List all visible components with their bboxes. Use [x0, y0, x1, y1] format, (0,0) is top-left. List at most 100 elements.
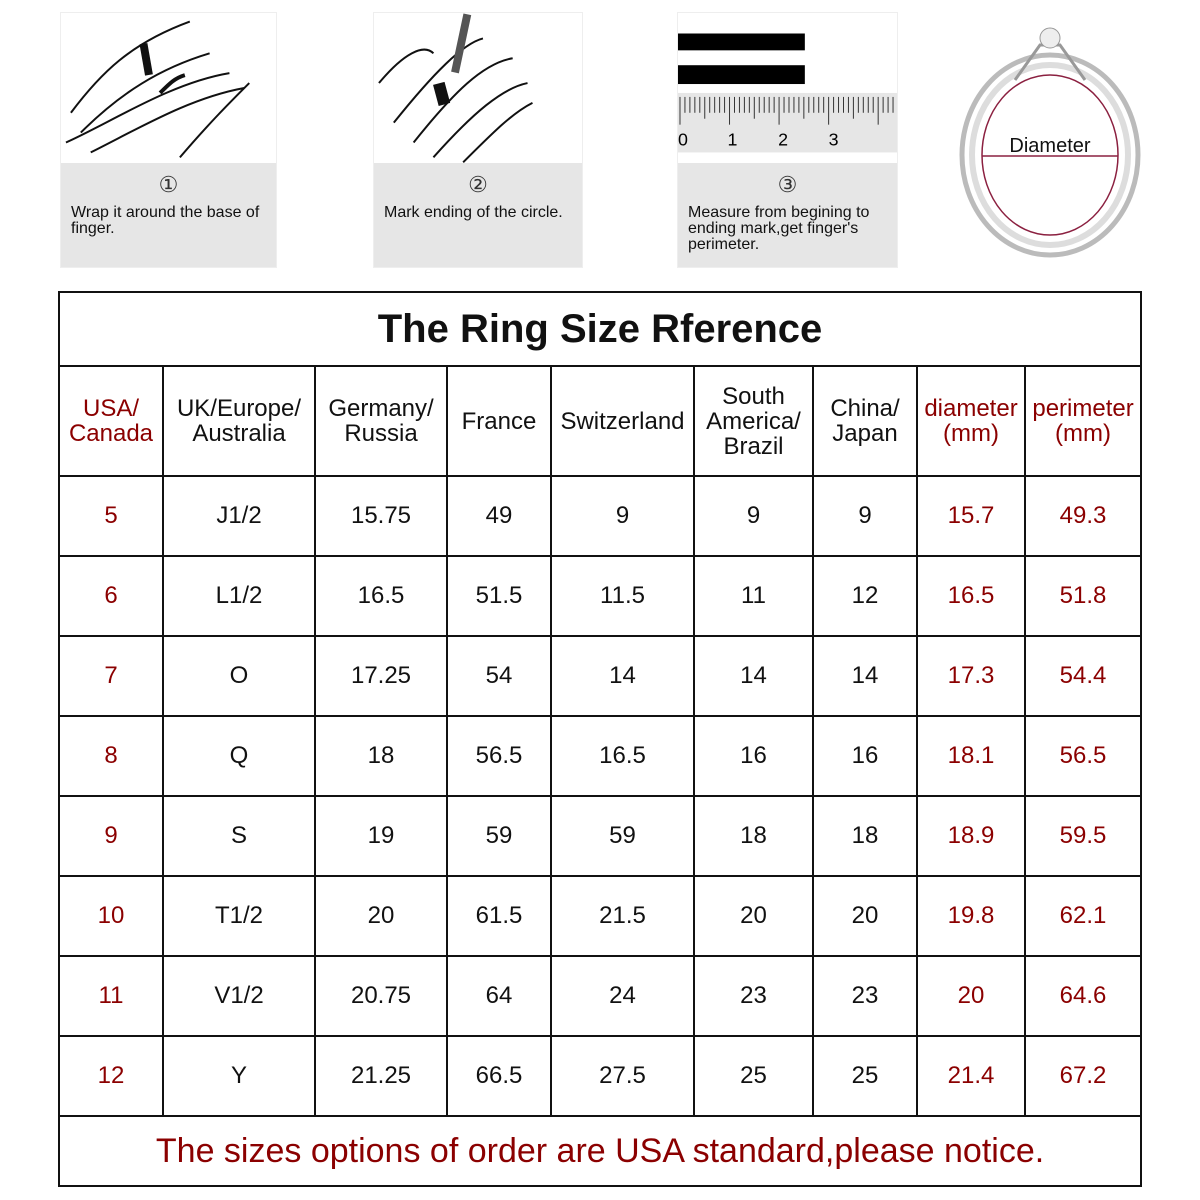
- table-cell: T1/2: [162, 875, 316, 957]
- column-header: UK/Europe/ Australia: [162, 365, 316, 477]
- table-cell: 49.3: [1023, 475, 1143, 557]
- table-cell: 54.4: [1023, 635, 1143, 717]
- ruler-label: 0: [678, 129, 688, 149]
- table-cell: L1/2: [162, 555, 316, 637]
- table-cell: 16: [812, 715, 918, 797]
- table-cell: 12: [812, 555, 918, 637]
- table-cell: 24: [550, 955, 695, 1037]
- table-cell: 8: [58, 715, 164, 797]
- table-cell: 67.2: [1023, 1035, 1143, 1117]
- table-cell: 51.8: [1023, 555, 1143, 637]
- column-header: Switzerland: [550, 365, 695, 477]
- header-row: USA/ Canada UK/Europe/ Australia Germany/ …: [58, 365, 1143, 477]
- ruler-label: 1: [728, 129, 738, 149]
- table-cell: 19: [314, 795, 448, 877]
- table-cell: 51.5: [446, 555, 552, 637]
- table-cell: 18: [693, 795, 814, 877]
- table-row: 9 S 19 59 59 18 18 18.9 59.5: [58, 795, 1143, 877]
- table-cell: 16.5: [314, 555, 448, 637]
- table-cell: 64.6: [1023, 955, 1143, 1037]
- step-2-panel: ② Mark ending of the circle.: [373, 12, 583, 268]
- table-cell: 18.1: [916, 715, 1026, 797]
- table-row: 6 L1/2 16.5 51.5 11.5 11 12 16.5 51.8: [58, 555, 1143, 637]
- table-cell: 56.5: [446, 715, 552, 797]
- table-cell: 23: [812, 955, 918, 1037]
- table-cell: 19.8: [916, 875, 1026, 957]
- table-cell: 56.5: [1023, 715, 1143, 797]
- hand-wrap-illustration: [65, 20, 250, 158]
- table-cell: 59: [446, 795, 552, 877]
- column-header: France: [446, 365, 552, 477]
- table-cell: 66.5: [446, 1035, 552, 1117]
- table-cell: 12: [58, 1035, 164, 1117]
- table-cell: V1/2: [162, 955, 316, 1037]
- ruler-illustration: 0 1 2 3: [678, 33, 897, 153]
- table-cell: 14: [550, 635, 695, 717]
- footer-notice: The sizes options of order are USA stand…: [57, 1115, 1143, 1187]
- step-number: ①: [158, 173, 179, 198]
- table-cell: 18.9: [916, 795, 1026, 877]
- table-cell: 20: [314, 875, 448, 957]
- table-cell: 14: [693, 635, 814, 717]
- table-cell: 61.5: [446, 875, 552, 957]
- table-cell: 11.5: [550, 555, 695, 637]
- table-cell: 14: [812, 635, 918, 717]
- table-cell: 20: [693, 875, 814, 957]
- table-cell: 11: [58, 955, 164, 1037]
- table-cell: 5: [58, 475, 164, 557]
- table-cell: 59: [550, 795, 695, 877]
- step-3-panel: 0 1 2 3 ③ Measure from begining to endin…: [677, 12, 898, 268]
- table-cell: 20: [812, 875, 918, 957]
- table-cell: 7: [58, 635, 164, 717]
- table-cell: 21.4: [916, 1035, 1026, 1117]
- table-cell: 16: [693, 715, 814, 797]
- column-header: perimeter (mm): [1023, 365, 1143, 477]
- table-cell: 17.3: [916, 635, 1026, 717]
- table-cell: 54: [446, 635, 552, 717]
- table-cell: 9: [550, 475, 695, 557]
- table-cell: 10: [58, 875, 164, 957]
- ring-size-table: The Ring Size Rference USA/ Canada UK/Eur…: [57, 291, 1143, 1187]
- table-cell: 15.7: [916, 475, 1026, 557]
- table-cell: J1/2: [162, 475, 316, 557]
- ruler-label: 2: [778, 129, 788, 149]
- table-row: 5 J1/2 15.75 49 9 9 9 15.7 49.3: [58, 475, 1143, 557]
- column-header: USA/ Canada: [58, 365, 164, 477]
- table-cell: 25: [812, 1035, 918, 1117]
- ring-diameter-illustration: Diameter: [959, 27, 1141, 258]
- table-row: 10 T1/2 20 61.5 21.5 20 20 19.8 62.1: [58, 875, 1143, 957]
- ruler-label: 3: [829, 129, 839, 149]
- table-cell: 9: [693, 475, 814, 557]
- column-header: diameter (mm): [916, 365, 1026, 477]
- table-cell: 21.5: [550, 875, 695, 957]
- table-cell: 49: [446, 475, 552, 557]
- table-cell: 15.75: [314, 475, 448, 557]
- table-cell: 16.5: [550, 715, 695, 797]
- table-cell: 25: [693, 1035, 814, 1117]
- step-1-panel: ① Wrap it around the base of finger.: [60, 12, 277, 268]
- table-cell: 23: [693, 955, 814, 1037]
- table-cell: 27.5: [550, 1035, 695, 1117]
- step-number: ②: [468, 173, 488, 198]
- table-cell: 21.25: [314, 1035, 448, 1117]
- step-text: Mark ending of the circle.: [384, 204, 563, 221]
- step-text: Measure from begining to ending mark,get…: [688, 204, 870, 253]
- table-cell: 9: [58, 795, 164, 877]
- table-cell: 20.75: [314, 955, 448, 1037]
- table-row: 11 V1/2 20.75 64 24 23 23 20 64.6: [58, 955, 1143, 1037]
- column-header: Germany/ Russia: [314, 365, 448, 477]
- table-row: 12 Y 21.25 66.5 27.5 25 25 21.4 67.2: [58, 1035, 1143, 1117]
- table-cell: 18: [812, 795, 918, 877]
- table-cell: Q: [162, 715, 316, 797]
- diameter-label: Diameter: [1009, 135, 1090, 157]
- table-row: 8 Q 18 56.5 16.5 16 16 18.1 56.5: [58, 715, 1143, 797]
- table-cell: 17.25: [314, 635, 448, 717]
- step-text: Wrap it around the base of finger.: [71, 204, 260, 237]
- table-cell: 11: [693, 555, 814, 637]
- table-cell: O: [162, 635, 316, 717]
- column-header: South America/ Brazil: [693, 365, 814, 477]
- column-header: China/ Japan: [812, 365, 918, 477]
- table-cell: 18: [314, 715, 448, 797]
- table-cell: 6: [58, 555, 164, 637]
